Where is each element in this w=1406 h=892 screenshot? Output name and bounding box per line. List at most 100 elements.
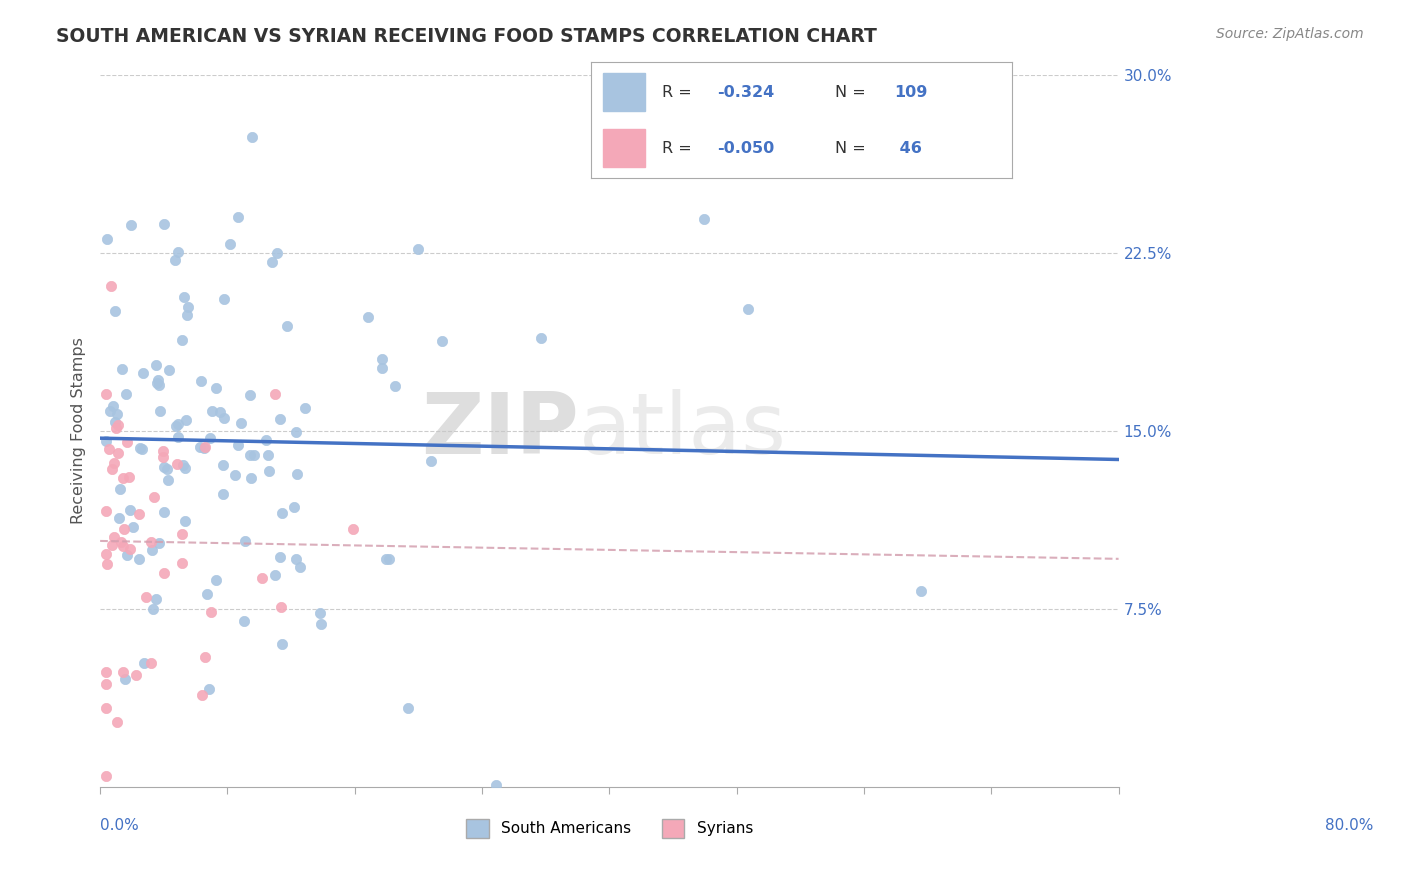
Point bbox=[165, 418, 187, 433]
Point bbox=[165, 253, 187, 268]
Point bbox=[172, 458, 194, 472]
Point bbox=[693, 212, 716, 227]
Bar bbox=[603, 128, 645, 167]
Point bbox=[148, 373, 170, 387]
Point bbox=[142, 490, 165, 504]
Y-axis label: Receiving Food Stamps: Receiving Food Stamps bbox=[72, 337, 86, 524]
Point bbox=[104, 303, 127, 318]
Point bbox=[212, 293, 235, 307]
Point bbox=[378, 552, 401, 566]
Point bbox=[170, 526, 193, 541]
Point bbox=[122, 519, 145, 533]
Point bbox=[96, 769, 118, 783]
Point bbox=[141, 534, 163, 549]
Point bbox=[270, 506, 292, 520]
Point bbox=[254, 434, 277, 448]
Point bbox=[103, 400, 125, 414]
Point bbox=[170, 333, 193, 347]
Point bbox=[103, 455, 125, 469]
Point bbox=[157, 363, 180, 377]
Point bbox=[104, 421, 127, 435]
Point bbox=[96, 548, 118, 562]
Legend: South Americans, Syrians: South Americans, Syrians bbox=[460, 813, 759, 844]
Point bbox=[257, 448, 280, 462]
Point bbox=[166, 430, 188, 444]
Point bbox=[110, 362, 132, 376]
Point bbox=[146, 376, 169, 390]
Point bbox=[156, 473, 179, 487]
Point bbox=[174, 461, 197, 475]
Point bbox=[112, 471, 135, 485]
Point bbox=[283, 500, 305, 515]
Point bbox=[118, 502, 141, 516]
Point bbox=[153, 566, 176, 580]
Point bbox=[342, 522, 364, 536]
Point bbox=[257, 464, 280, 478]
Point bbox=[120, 218, 142, 232]
Text: -0.324: -0.324 bbox=[717, 85, 775, 100]
Text: 80.0%: 80.0% bbox=[1324, 818, 1374, 833]
Point bbox=[167, 417, 190, 431]
Point bbox=[148, 535, 170, 549]
Point bbox=[124, 668, 146, 682]
Point bbox=[226, 210, 249, 224]
Point bbox=[96, 387, 118, 401]
Point bbox=[250, 571, 273, 585]
Point bbox=[153, 505, 176, 519]
Point bbox=[270, 600, 292, 615]
Point bbox=[408, 242, 430, 256]
Point bbox=[112, 522, 135, 536]
Point bbox=[190, 374, 212, 388]
Point bbox=[173, 290, 195, 304]
Point bbox=[118, 470, 141, 484]
Point bbox=[191, 688, 214, 702]
Point bbox=[115, 549, 138, 563]
Point bbox=[201, 404, 224, 418]
Point bbox=[370, 360, 392, 375]
Point bbox=[145, 591, 167, 606]
Point bbox=[107, 445, 129, 459]
Point bbox=[233, 614, 256, 628]
Point bbox=[98, 442, 121, 457]
Point bbox=[485, 778, 508, 792]
Point bbox=[96, 676, 118, 690]
Point bbox=[103, 530, 125, 544]
Point bbox=[153, 460, 176, 475]
Point bbox=[198, 681, 221, 696]
Text: -0.050: -0.050 bbox=[717, 141, 775, 156]
Point bbox=[209, 405, 232, 419]
Point bbox=[195, 587, 218, 601]
Point bbox=[142, 601, 165, 615]
Point bbox=[132, 366, 155, 380]
Point bbox=[224, 467, 246, 482]
Point bbox=[285, 467, 308, 482]
Point bbox=[239, 448, 262, 462]
Point bbox=[737, 301, 759, 316]
Point bbox=[114, 672, 136, 686]
Text: N =: N = bbox=[835, 85, 872, 100]
Point bbox=[198, 431, 221, 445]
Point bbox=[166, 245, 188, 260]
Point bbox=[96, 504, 118, 518]
Point bbox=[200, 606, 222, 620]
Point bbox=[105, 714, 128, 729]
Point bbox=[269, 549, 291, 564]
Point bbox=[396, 701, 419, 715]
Point bbox=[308, 606, 330, 620]
Point bbox=[128, 551, 150, 566]
Point bbox=[152, 443, 174, 458]
Point bbox=[112, 665, 135, 680]
Point bbox=[149, 403, 172, 417]
Point bbox=[530, 331, 553, 345]
Point bbox=[174, 413, 197, 427]
Point bbox=[174, 514, 197, 528]
Point bbox=[294, 401, 316, 415]
Point bbox=[211, 487, 233, 501]
Point bbox=[266, 246, 288, 260]
Point bbox=[238, 388, 260, 402]
Point bbox=[108, 482, 131, 496]
Point bbox=[271, 637, 294, 651]
Point bbox=[100, 279, 122, 293]
Point bbox=[194, 649, 217, 664]
Point bbox=[153, 217, 176, 231]
